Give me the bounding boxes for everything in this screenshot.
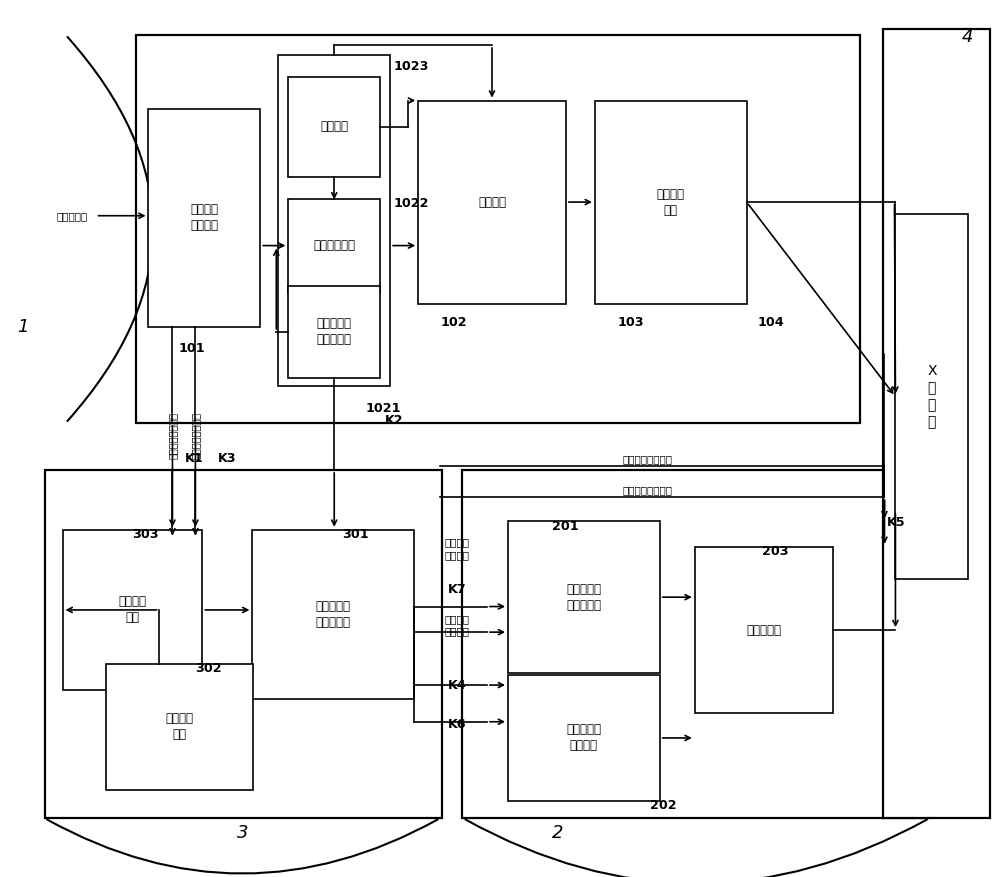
FancyBboxPatch shape <box>462 470 929 818</box>
Text: 3: 3 <box>237 824 248 842</box>
Text: 303: 303 <box>133 528 159 541</box>
Text: 信号发生
单元: 信号发生 单元 <box>119 595 147 624</box>
Text: 管电压模拟值信号: 管电压模拟值信号 <box>190 412 200 460</box>
FancyBboxPatch shape <box>106 664 253 790</box>
Text: K7: K7 <box>448 583 466 596</box>
Text: 2: 2 <box>552 824 564 842</box>
FancyBboxPatch shape <box>136 35 860 423</box>
FancyBboxPatch shape <box>883 29 990 818</box>
Text: K5: K5 <box>886 517 905 530</box>
Text: K6: K6 <box>448 717 466 731</box>
Text: 203: 203 <box>762 545 788 558</box>
Text: 201: 201 <box>552 519 579 532</box>
Text: 4: 4 <box>962 27 973 46</box>
FancyBboxPatch shape <box>288 286 380 378</box>
Text: 第一反馈信
号处理单元: 第一反馈信 号处理单元 <box>317 317 352 346</box>
Text: K4: K4 <box>448 679 466 692</box>
FancyBboxPatch shape <box>418 101 566 303</box>
Text: K2: K2 <box>385 414 404 427</box>
FancyBboxPatch shape <box>252 530 414 699</box>
FancyBboxPatch shape <box>508 521 660 674</box>
FancyBboxPatch shape <box>695 546 833 713</box>
FancyBboxPatch shape <box>595 101 747 303</box>
Text: 管电压反馈值信号: 管电压反馈值信号 <box>623 454 673 464</box>
Text: 管电流模
拟值信号: 管电流模 拟值信号 <box>445 614 470 637</box>
Text: 301: 301 <box>342 528 369 541</box>
Text: 1: 1 <box>17 317 28 336</box>
Text: 1021: 1021 <box>365 402 401 415</box>
FancyBboxPatch shape <box>45 470 442 818</box>
FancyBboxPatch shape <box>895 214 968 579</box>
Text: 1023: 1023 <box>393 61 429 74</box>
FancyBboxPatch shape <box>508 674 660 801</box>
Text: 302: 302 <box>195 662 222 675</box>
Text: 整流滤波
单元: 整流滤波 单元 <box>657 188 685 217</box>
Text: 逆变电路: 逆变电路 <box>320 120 348 133</box>
Text: 第二反馈信
号处理单元: 第二反馈信 号处理单元 <box>566 582 601 611</box>
Text: 103: 103 <box>618 317 644 330</box>
Text: 104: 104 <box>758 317 784 330</box>
Text: 202: 202 <box>650 799 676 811</box>
Text: 低压直流
电源单元: 低压直流 电源单元 <box>190 203 218 232</box>
FancyBboxPatch shape <box>288 199 380 293</box>
Text: 升压单元: 升压单元 <box>478 196 506 209</box>
Text: 1022: 1022 <box>393 197 429 210</box>
Text: 102: 102 <box>440 317 467 330</box>
Text: 管电流设
定值信号: 管电流设 定值信号 <box>445 538 470 560</box>
Text: 第三反馈信
号处理单元: 第三反馈信 号处理单元 <box>316 600 351 629</box>
Text: 射线管阴极
驱动单元: 射线管阴极 驱动单元 <box>566 724 601 752</box>
Text: 低压交流电: 低压交流电 <box>57 210 88 221</box>
Text: 时序控制
单元: 时序控制 单元 <box>165 712 193 741</box>
Text: K3: K3 <box>218 452 237 465</box>
Text: 变压器单元: 变压器单元 <box>746 624 781 637</box>
Text: K1: K1 <box>185 452 204 465</box>
Text: 101: 101 <box>178 342 205 355</box>
Text: 逆变驱动电路: 逆变驱动电路 <box>313 239 355 252</box>
FancyBboxPatch shape <box>148 109 260 326</box>
FancyBboxPatch shape <box>278 55 390 387</box>
Text: 管电压设定值信号: 管电压设定值信号 <box>167 412 177 460</box>
Text: 管电流反馈值信号: 管电流反馈值信号 <box>623 486 673 496</box>
Text: X
射
线
管: X 射 线 管 <box>927 364 937 430</box>
FancyBboxPatch shape <box>63 530 202 690</box>
FancyBboxPatch shape <box>288 76 380 177</box>
